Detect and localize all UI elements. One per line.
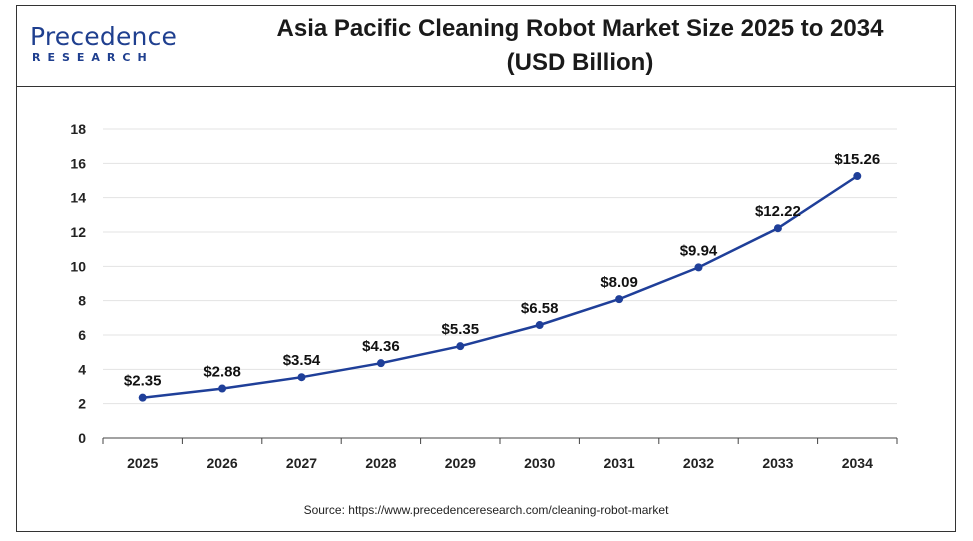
data-label: $8.09 (600, 274, 638, 291)
x-tick-label: 2032 (683, 455, 714, 471)
y-tick-label: 14 (70, 190, 86, 206)
y-tick-label: 6 (78, 327, 86, 343)
x-tick-label: 2025 (127, 455, 158, 471)
x-tick-label: 2028 (365, 455, 396, 471)
y-tick-label: 8 (78, 293, 86, 309)
y-tick-label: 0 (78, 430, 86, 446)
data-point (297, 373, 306, 382)
data-label: $4.36 (362, 338, 400, 355)
y-tick-label: 4 (78, 361, 86, 377)
precedence-logo: Precedence RESEARCH (30, 22, 180, 65)
data-point (615, 295, 624, 304)
data-label: $3.54 (283, 352, 321, 369)
x-tick-label: 2029 (445, 455, 476, 471)
data-point (218, 384, 227, 393)
y-tick-label: 18 (70, 121, 86, 137)
header-divider (16, 86, 956, 87)
data-point (853, 172, 862, 181)
data-point (535, 321, 544, 330)
data-label: $9.94 (680, 242, 718, 259)
data-label: $2.35 (124, 373, 162, 390)
data-label: $5.35 (442, 321, 480, 338)
data-label: $6.58 (521, 300, 559, 317)
y-tick-label: 12 (70, 224, 86, 240)
chart-title-line1: Asia Pacific Cleaning Robot Market Size … (276, 15, 884, 42)
x-tick-label: 2026 (207, 455, 238, 471)
logo-wordmark: Precedence (30, 22, 178, 51)
data-label: $12.22 (755, 203, 801, 220)
chart-frame (16, 5, 956, 532)
source-note: Source: https://www.precedenceresearch.c… (303, 503, 669, 517)
x-tick-label: 2033 (762, 455, 793, 471)
x-tick-label: 2030 (524, 455, 555, 471)
y-tick-label: 2 (78, 396, 86, 412)
x-tick-label: 2027 (286, 455, 317, 471)
chart-title-line2: (USD Billion) (506, 49, 654, 76)
chart-title: Asia Pacific Cleaning Robot Market Size … (210, 12, 950, 80)
data-point (773, 224, 782, 233)
y-tick-label: 16 (70, 155, 86, 171)
data-point (138, 393, 147, 402)
data-label: $15.26 (834, 151, 880, 168)
x-tick-label: 2031 (604, 455, 635, 471)
data-label: $2.88 (203, 364, 241, 381)
data-point (376, 359, 385, 368)
logo-subtext: RESEARCH (32, 51, 154, 64)
series-line (142, 174, 858, 399)
y-tick-label: 10 (70, 258, 86, 274)
data-point (694, 263, 703, 272)
x-tick-label: 2034 (842, 455, 873, 471)
data-point (456, 342, 465, 351)
